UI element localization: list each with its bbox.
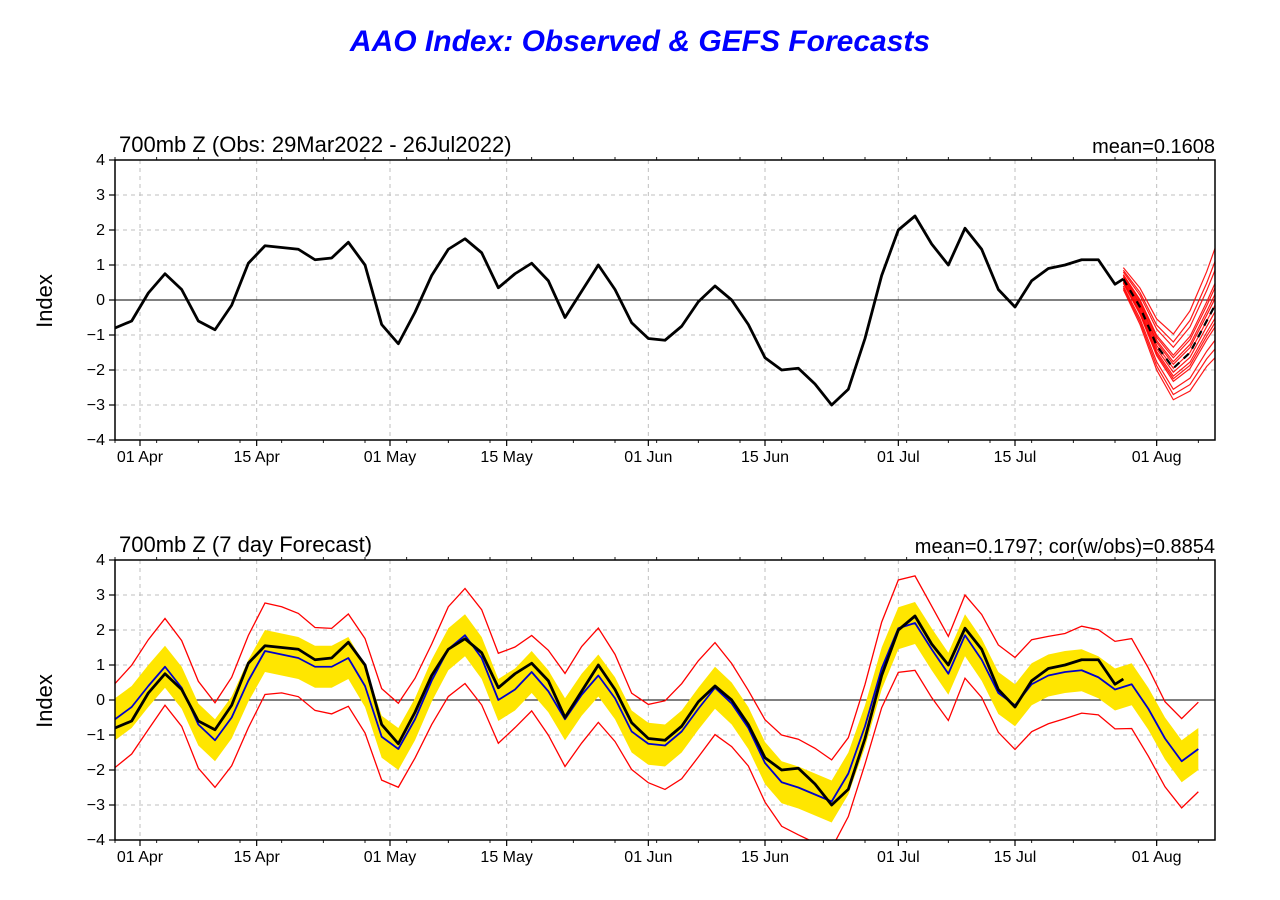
svg-text:0: 0 (96, 292, 105, 309)
svg-text:01 Jul: 01 Jul (877, 849, 920, 866)
svg-text:1: 1 (96, 657, 105, 674)
svg-text:01 Jul: 01 Jul (877, 449, 920, 466)
svg-text:01 Jun: 01 Jun (624, 449, 672, 466)
svg-text:15 Jul: 15 Jul (994, 849, 1037, 866)
svg-text:15 Jun: 15 Jun (741, 449, 789, 466)
svg-text:3: 3 (96, 187, 105, 204)
svg-text:3: 3 (96, 587, 105, 604)
svg-text:01 Apr: 01 Apr (117, 849, 164, 866)
svg-text:2: 2 (96, 222, 105, 239)
svg-text:01 May: 01 May (364, 449, 416, 466)
svg-text:01 Aug: 01 Aug (1132, 449, 1182, 466)
svg-text:01 Jun: 01 Jun (624, 849, 672, 866)
svg-text:01 Apr: 01 Apr (117, 449, 164, 466)
panel1-chart: −4 −3 −2 −1 0 1 2 3 4 01 Apr 15 Apr 01 May 15 May 01 … (55, 130, 1235, 470)
svg-text:15 Jun: 15 Jun (741, 849, 789, 866)
svg-text:0: 0 (96, 692, 105, 709)
svg-text:4: 4 (96, 552, 105, 569)
panel2-y-axis-label: Index (32, 674, 58, 728)
svg-text:−1: −1 (87, 327, 105, 344)
svg-text:1: 1 (96, 257, 105, 274)
svg-text:01 Aug: 01 Aug (1132, 849, 1182, 866)
svg-text:01 May: 01 May (364, 849, 416, 866)
svg-text:4: 4 (96, 152, 105, 169)
panel2-chart: −4 −3 −2 −1 0 1 2 3 4 01 Apr 15 Apr 01 May 15 May 01 … (55, 530, 1235, 870)
svg-text:−2: −2 (87, 362, 105, 379)
svg-text:2: 2 (96, 622, 105, 639)
svg-text:−3: −3 (87, 397, 105, 414)
svg-text:15 Jul: 15 Jul (994, 449, 1037, 466)
svg-text:−2: −2 (87, 762, 105, 779)
svg-text:−1: −1 (87, 727, 105, 744)
panel1-y-axis-label: Index (32, 274, 58, 328)
svg-text:−4: −4 (87, 432, 105, 449)
svg-text:15 May: 15 May (480, 449, 532, 466)
svg-text:15 May: 15 May (480, 849, 532, 866)
svg-text:15 Apr: 15 Apr (234, 449, 281, 466)
chart-main-title: AAO Index: Observed & GEFS Forecasts (0, 25, 1280, 59)
svg-text:−3: −3 (87, 797, 105, 814)
svg-text:15 Apr: 15 Apr (234, 849, 281, 866)
svg-text:−4: −4 (87, 832, 105, 849)
